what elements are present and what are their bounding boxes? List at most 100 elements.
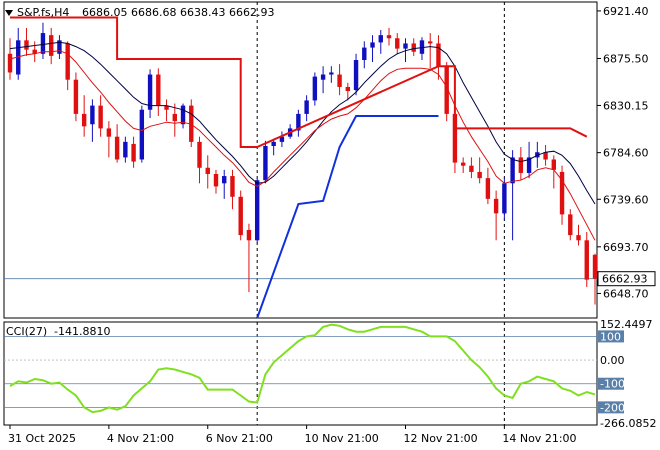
candle-body	[395, 38, 400, 49]
cci-tick-label-4: -200	[600, 401, 625, 414]
candle-body	[123, 141, 128, 158]
candle-body	[180, 105, 186, 125]
candle-body	[296, 113, 301, 131]
candle-body	[7, 53, 13, 73]
candle-body	[329, 72, 334, 75]
candle-body	[477, 171, 482, 179]
candle	[32, 41, 37, 63]
candle	[419, 37, 425, 61]
candle-body	[16, 40, 21, 75]
cci-panel	[4, 323, 597, 414]
cci-panel-frame	[3, 321, 598, 426]
candle-body	[576, 235, 581, 241]
current-price-box	[597, 271, 656, 287]
candle	[24, 27, 29, 56]
candle-body	[452, 113, 458, 163]
candle-body	[271, 141, 276, 147]
candle-body	[73, 79, 79, 114]
current-price-marker: 6662.93	[597, 271, 656, 287]
candle-body	[213, 173, 219, 187]
candle-body	[518, 157, 524, 173]
candle-body	[254, 180, 260, 241]
candle	[40, 22, 46, 59]
axis-labels: 6921.40 6875.50 6830.15 6784.60 6739.60 6693.…	[8, 5, 656, 445]
candle	[114, 124, 120, 163]
time-tick-label-5: 14 Nov 21:00	[502, 432, 576, 445]
candle	[147, 69, 153, 119]
candle	[411, 38, 416, 56]
candle-body	[65, 43, 70, 80]
time-tick-label-2: 6 Nov 21:00	[206, 432, 273, 445]
candle	[502, 178, 507, 220]
candle	[205, 155, 210, 189]
candle-body	[205, 167, 210, 174]
candle	[345, 82, 351, 101]
candle-body	[353, 60, 359, 91]
candle-body	[57, 40, 62, 54]
candle	[444, 62, 449, 122]
candle	[592, 253, 598, 305]
cci-header: CCI(27) -141.8810	[6, 325, 110, 338]
candle	[386, 27, 392, 46]
candle-body	[263, 146, 268, 181]
price-tick-label-4: 6739.60	[603, 193, 649, 206]
candle-body	[526, 157, 532, 173]
candle-body	[502, 183, 507, 214]
price-tick-label-2: 6830.15	[603, 99, 649, 112]
candle-body	[469, 165, 474, 172]
candle	[568, 209, 573, 241]
candle-body	[428, 41, 433, 44]
cci-level-box-1	[598, 330, 624, 343]
candle	[584, 232, 589, 287]
candle	[543, 144, 548, 166]
candle	[469, 157, 474, 179]
candle-body	[238, 196, 243, 236]
candle	[576, 224, 581, 246]
candle	[370, 35, 375, 63]
candle	[131, 136, 136, 168]
ohlc-values: 6686.05 6686.68 6638.43 6662.93	[82, 6, 274, 19]
candle	[395, 33, 400, 54]
candle	[222, 169, 227, 199]
candle-body	[362, 47, 367, 61]
candle-body	[444, 66, 449, 114]
candle-body	[345, 86, 351, 92]
candle-body	[460, 162, 466, 166]
symbol-label: S&P.fs,H4	[17, 6, 69, 19]
candle	[106, 121, 112, 158]
candle	[271, 138, 276, 156]
candle-body	[584, 240, 589, 280]
candle-body	[568, 214, 573, 236]
cci-tick-label-3: -100	[600, 378, 625, 391]
candlestick-series	[7, 22, 598, 305]
candle	[485, 167, 491, 205]
candle	[81, 95, 87, 137]
candle-body	[156, 74, 161, 106]
candle-body	[106, 128, 112, 137]
candle	[362, 41, 367, 69]
candle-body	[436, 43, 441, 67]
candle	[436, 35, 441, 80]
candle	[279, 131, 285, 148]
price-tick-label-1: 6875.50	[603, 52, 649, 65]
price-tick-label-3: 6784.60	[603, 147, 649, 160]
candle	[263, 140, 268, 184]
fast-moving-average-line	[9, 50, 596, 241]
candle	[460, 157, 466, 173]
candle	[353, 53, 359, 96]
candle-body	[559, 171, 565, 215]
candle-body	[48, 35, 54, 56]
candle-body	[147, 74, 153, 110]
current-price-label: 6662.93	[602, 273, 648, 286]
time-tick-label-4: 12 Nov 21:00	[403, 432, 477, 445]
candle	[57, 35, 62, 59]
slow-moving-average-line	[9, 41, 596, 205]
candle-body	[32, 49, 37, 54]
candle-body	[139, 109, 145, 160]
candle-body	[551, 159, 557, 170]
candle-body	[131, 143, 136, 162]
candle	[518, 147, 524, 181]
candle-body	[246, 229, 252, 241]
